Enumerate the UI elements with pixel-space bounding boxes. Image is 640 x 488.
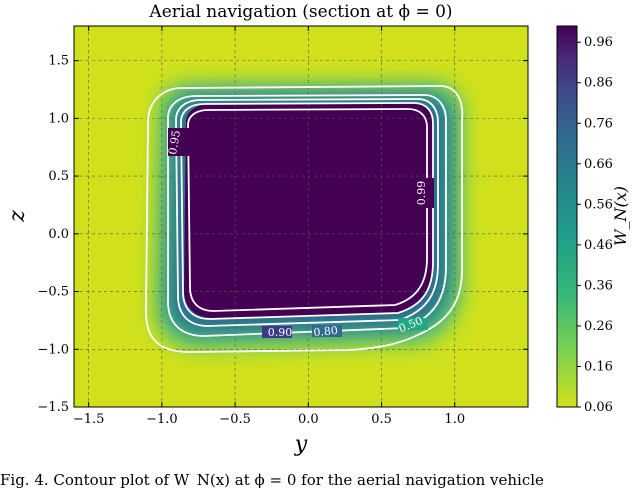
chart-title: Aerial navigation (section at ϕ = 0)	[148, 2, 452, 22]
colorbar-label: W_N(x)	[611, 186, 630, 246]
contour-050	[145, 85, 464, 353]
y-tick-label: 1.0	[48, 111, 69, 126]
colorbar-ticks: 0.96 0.86 0.76 0.66 0.56 0.46 0.36 0.26 0.16 0.06	[577, 35, 613, 415]
colorbar-tick-label: 0.16	[584, 359, 613, 374]
y-tick-label: −1.5	[37, 400, 69, 415]
x-tick-label: 0.0	[298, 412, 319, 427]
figure-caption: Fig. 4. Contour plot of W_N(x) at ϕ = 0 …	[0, 471, 544, 488]
colorbar	[556, 25, 578, 408]
contour-095	[180, 102, 434, 320]
contour-090	[175, 98, 439, 327]
colorbar-tick-label: 0.86	[584, 76, 613, 91]
y-tick-label: 1.5	[48, 54, 69, 69]
x-tick-label: 1.0	[444, 412, 465, 427]
contour-label-099: 0.99	[415, 181, 428, 206]
contour-080	[167, 94, 447, 337]
contour-label-090: 0.90	[268, 326, 293, 339]
y-tick-label: 0.5	[48, 169, 69, 184]
y-tick-label: −1.0	[37, 342, 69, 357]
contour-label-095: 0.95	[166, 129, 183, 155]
colorbar-tick-label: 0.36	[584, 278, 613, 293]
colorbar-tick-label: 0.76	[584, 116, 613, 131]
x-tick-label: −0.5	[219, 412, 251, 427]
x-tick-label: −1.5	[73, 412, 105, 427]
plot-frame	[73, 25, 529, 408]
contour-099	[187, 108, 428, 312]
y-tick-label: −0.5	[37, 285, 69, 300]
x-tick-label: −1.0	[146, 412, 178, 427]
colorbar-tick-label: 0.56	[584, 197, 613, 212]
colorbar-tick-label: 0.96	[584, 35, 613, 50]
y-axis-label: z	[5, 210, 30, 223]
y-tick-label: 0.0	[48, 227, 69, 242]
x-axis: −1.5 −1.0 −0.5 0.0 0.5 1.0	[73, 26, 465, 427]
colorbar-tick-label: 0.06	[584, 400, 613, 415]
colorbar-tick-label: 0.26	[584, 319, 613, 334]
x-tick-label: 0.5	[371, 412, 392, 427]
colorbar-tick-label: 0.66	[584, 157, 613, 172]
y-axis: −1.5 −1.0 −0.5 0.0 0.5 1.0 1.5	[37, 54, 528, 415]
x-axis-label: y	[294, 432, 308, 457]
colorbar-tick-label: 0.46	[584, 238, 613, 253]
contour-lines	[145, 85, 464, 353]
contour-label-080: 0.80	[313, 324, 339, 339]
